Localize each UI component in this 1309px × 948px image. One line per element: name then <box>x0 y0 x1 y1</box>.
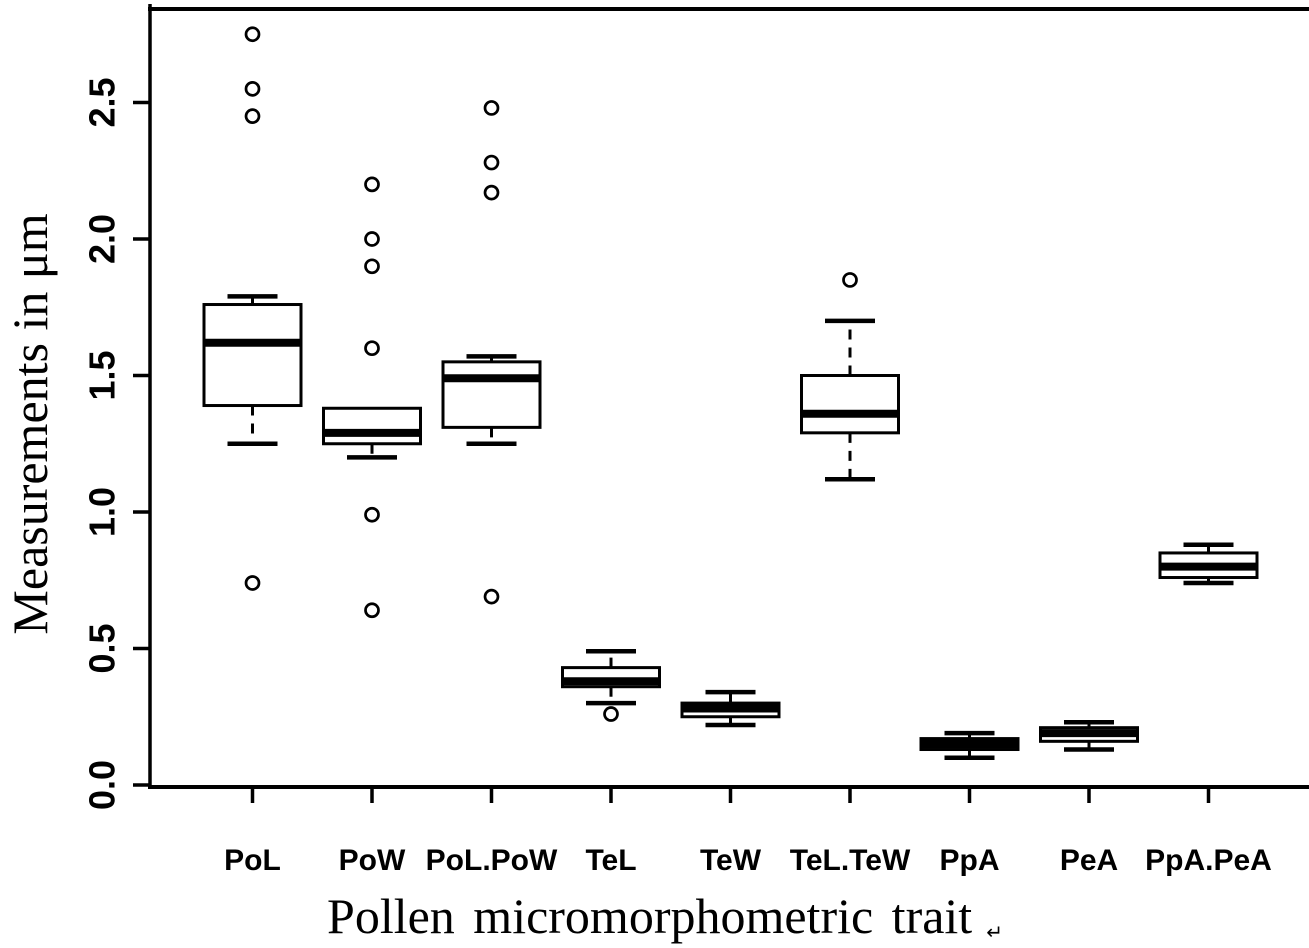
box-PoL <box>202 303 303 408</box>
x-tick-label: PeA <box>1060 844 1118 877</box>
x-tick-label: PoL.PoW <box>426 844 558 877</box>
outlier-point-PoW <box>364 602 380 619</box>
outlier-point-PoL <box>244 108 261 125</box>
y-tick-label: 2.5 <box>82 77 123 127</box>
y-tick-label: 0.5 <box>82 623 123 673</box>
x-tick-label: TeL <box>585 844 636 877</box>
x-tick-label: PpA <box>940 844 1000 877</box>
outlier-point-PoW <box>364 176 380 193</box>
x-tick-label: TeL.TeW <box>790 844 911 877</box>
y-tick-label: 1.0 <box>82 487 123 537</box>
outlier-point-PoW <box>364 231 380 247</box>
outlier-point-PoL <box>244 80 261 97</box>
x-axis-title: Pollen micromorphometric trait ↵ <box>150 888 1180 944</box>
outlier-point-PoL.PoW <box>483 154 500 171</box>
return-mark: ↵ <box>986 920 1003 944</box>
outlier-point-PoW <box>364 506 380 523</box>
x-tick-label: PoW <box>339 844 406 877</box>
outlier-point-PoW <box>364 258 380 275</box>
y-tick-label: 0.0 <box>82 760 123 810</box>
x-axis-title-text: Pollen micromorphometric trait <box>327 888 973 944</box>
x-tick-label: PpA.PeA <box>1145 844 1272 877</box>
y-axis-title: Measurements in μm <box>2 213 58 635</box>
box-TeL.TeW <box>800 374 900 435</box>
outlier-point-PoL <box>244 26 261 43</box>
outlier-point-TeL.TeW <box>842 272 858 288</box>
x-tick-label: TeW <box>700 844 762 877</box>
box-PoL.PoW <box>441 360 542 429</box>
outlier-point-PoL.PoW <box>483 588 500 605</box>
box-PoW <box>322 406 422 446</box>
outlier-point-PoL.PoW <box>483 100 500 116</box>
outlier-point-PoL.PoW <box>483 184 500 201</box>
y-tick-label: 2.0 <box>82 214 123 264</box>
outlier-point-TeL <box>603 706 619 722</box>
outlier-point-PoL <box>244 575 261 591</box>
y-tick-label: 1.5 <box>82 350 123 400</box>
outlier-point-PoW <box>364 340 380 357</box>
x-tick-label: PoL <box>224 844 281 877</box>
